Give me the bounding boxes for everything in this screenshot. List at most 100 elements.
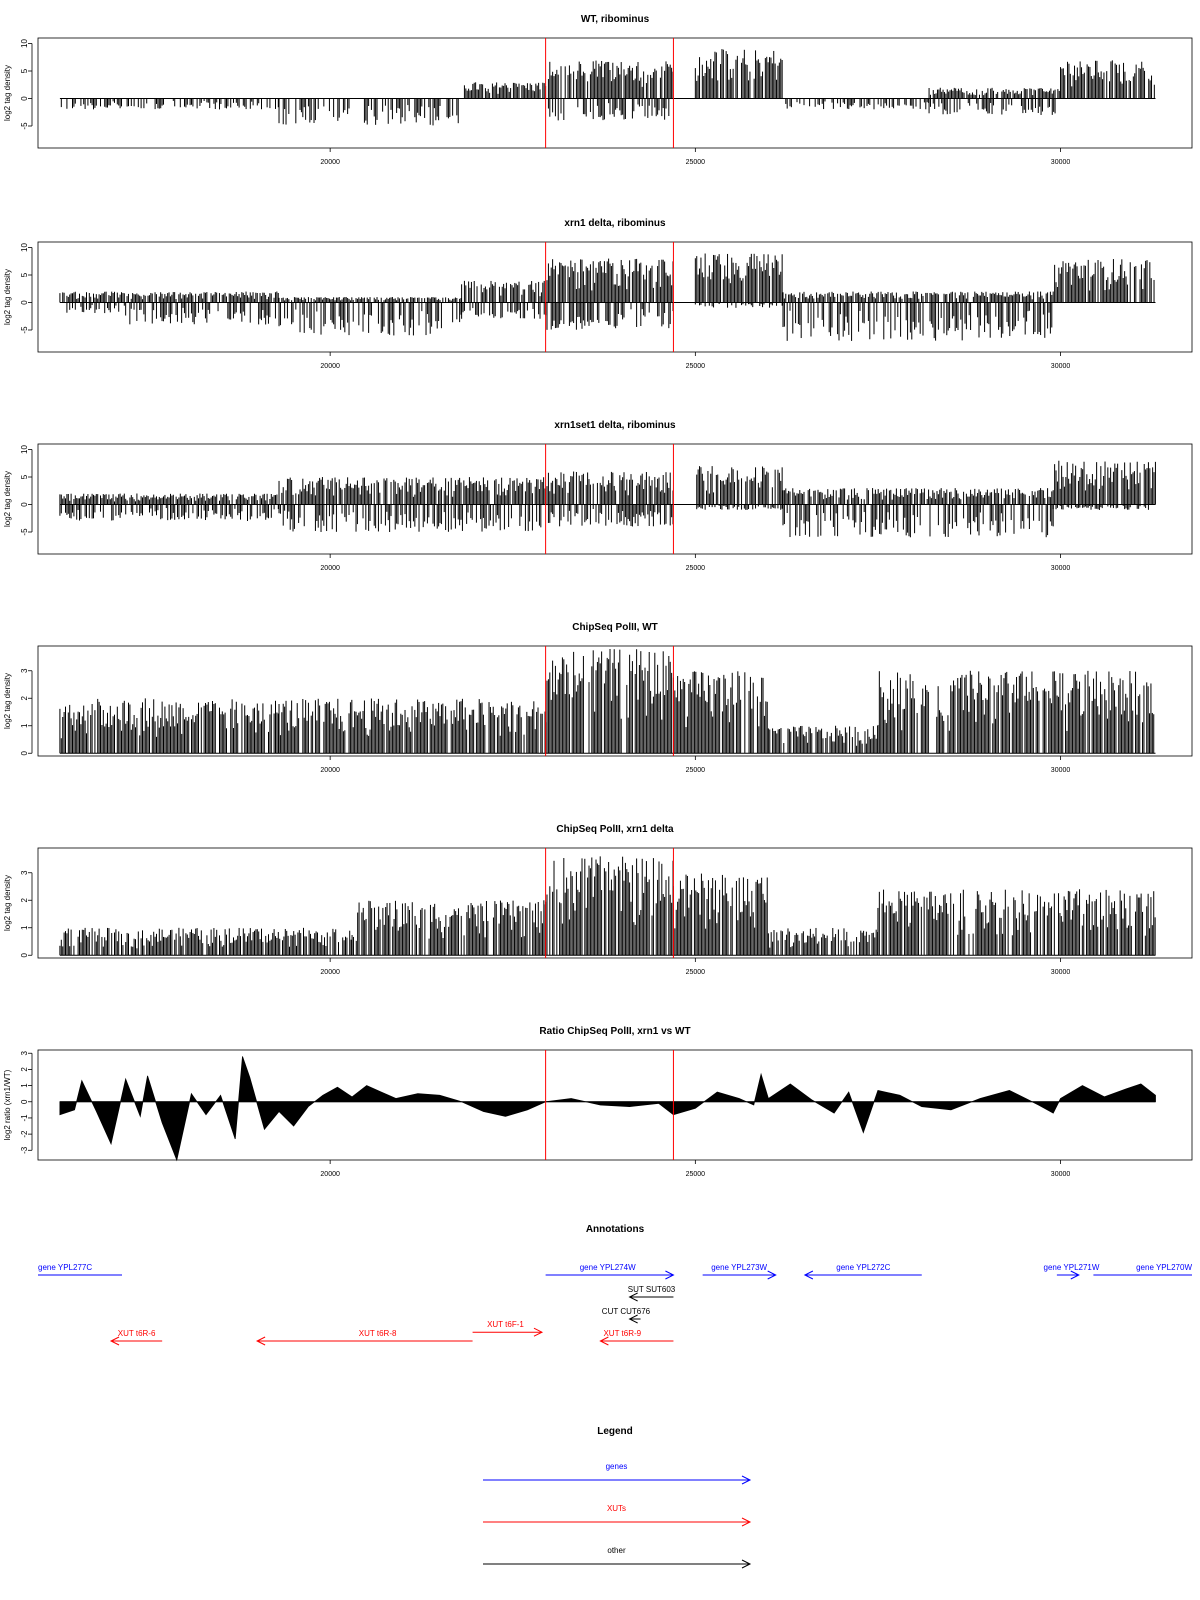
y-tick-label: 2 [20,695,29,700]
plot-frame [37,37,1193,149]
data-marks [59,460,1156,538]
region-bars-6 [1052,460,1156,510]
arrowhead-icon [741,1559,752,1569]
x-tick-label: 20000 [320,1171,340,1178]
y-tick-label: -1 [20,1114,29,1122]
region-bars-2 [278,297,462,336]
region-bars-7 [785,98,930,110]
plot-frame [37,443,1193,555]
x-tick-label: 30000 [1051,565,1071,572]
annotation-feature: CUT CUT676 [602,1307,651,1324]
y-axis-label: log2 tag density [3,471,12,527]
arrowhead-icon [767,1270,777,1280]
y-axis-label: log2 tag density [3,875,12,931]
annotation-feature: gene YPL271W [1044,1263,1100,1280]
y-tick-label: 3 [20,870,29,875]
y-tick-label: 5 [20,474,29,479]
region-bars-4 [545,60,674,121]
panel-0: WT, ribominus log2 tag density -5 0 5 10 20000… [3,14,1193,166]
annotation-feature: SUT SUT603 [628,1285,676,1302]
region-bars-3 [461,280,545,319]
region-bars-1 [60,98,279,110]
x-tick-label: 25000 [686,1171,706,1178]
arrowhead-icon [741,1517,752,1527]
region-bars-2 [278,98,459,126]
region-bars-6 [694,253,783,308]
legend-item: XUTs [483,1504,752,1527]
feature-label: gene YPL270W [1136,1263,1192,1272]
feature-label: SUT SUT603 [628,1285,676,1294]
x-tick-label: 25000 [686,565,706,572]
y-tick-label: -3 [20,1146,29,1154]
region-bars-0 [59,291,125,314]
arrowhead-icon [109,1336,120,1346]
ratio-series-area [59,1056,1156,1162]
region-bars-3 [463,82,545,99]
y-tick-label: -5 [20,326,29,334]
region-bars-8 [1054,259,1155,303]
y-tick-label: 1 [20,1083,29,1088]
region-bars-3 [672,873,768,956]
x-tick-label: 25000 [686,969,706,976]
region-bars-4 [767,725,879,754]
region-bars-1 [278,698,546,754]
region-bars-3 [672,671,768,754]
panel-1: xrn1 delta, ribominus log2 tag density -5 0… [3,218,1193,370]
y-tick-label: 2 [20,897,29,902]
region-bars-5 [877,670,1155,754]
region-bars-6 [694,49,783,99]
y-tick-label: 10 [20,243,29,252]
y-tick-label: 1 [20,925,29,930]
feature-label: gene YPL274W [580,1263,636,1272]
feature-label: XUT t6F-1 [487,1320,524,1329]
y-tick-label: 0 [20,952,29,957]
feature-label: gene YPL271W [1044,1263,1100,1272]
x-tick-label: 25000 [686,363,706,370]
annotation-feature: gene YPL270W [1093,1263,1192,1276]
legend-item: other [483,1546,752,1569]
chart-title: xrn1 delta, ribominus [564,218,666,229]
region-bars-2 [545,856,674,956]
y-tick-label: 3 [20,668,29,673]
y-tick-label: 2 [20,1067,29,1072]
y-tick-label: 10 [20,39,29,48]
annotation-feature: gene YPL274W [545,1263,675,1280]
feature-label: CUT CUT676 [602,1307,651,1316]
y-tick-label: 1 [20,723,29,728]
panel-5: Ratio ChipSeq PolII, xrn1 vs WT log2 rati… [3,1026,1193,1178]
legend-item: genes [483,1462,752,1485]
annotation-feature: gene YPL277C [38,1263,122,1276]
feature-label: gene YPL277C [38,1263,92,1272]
y-tick-label: 0 [20,750,29,755]
y-tick-label: 0 [20,300,29,305]
region-bars-4 [767,927,879,956]
x-tick-label: 20000 [320,767,340,774]
arrowhead-icon [803,1270,814,1280]
arrowhead-icon [1070,1270,1080,1280]
feature-label: XUT t6R-6 [118,1329,156,1338]
chart-title: ChipSeq PolII, xrn1 delta [556,824,674,835]
plot-frame [37,241,1193,353]
region-bars-1 [125,291,279,325]
data-marks [59,49,1156,126]
x-tick-label: 30000 [1051,363,1071,370]
legend-title: Legend [597,1426,633,1437]
arrowhead-icon [255,1336,266,1346]
chart-title: ChipSeq PolII, WT [572,622,658,633]
plot-frame [37,1049,1193,1161]
panel-3: ChipSeq PolII, WT log2 tag density 0 1 2 3 200… [3,622,1193,774]
panel-2: xrn1set1 delta, ribominus log2 tag densit… [3,420,1193,572]
chart-title: Ratio ChipSeq PolII, xrn1 vs WT [539,1026,690,1037]
y-axis-label: log2 tag density [3,269,12,325]
legend-track: Legend genes XUTs other [483,1426,752,1569]
y-tick-label: -2 [20,1130,29,1138]
region-bars-4 [696,466,783,510]
annotation-feature: XUT t6R-9 [599,1329,674,1346]
arrowhead-icon [533,1327,544,1337]
region-bars-8 [928,87,1060,115]
annotation-feature: gene YPL273W [702,1263,777,1280]
annotations-title: Annotations [586,1224,645,1235]
feature-label: XUT t6R-8 [359,1329,397,1338]
x-tick-label: 20000 [320,969,340,976]
